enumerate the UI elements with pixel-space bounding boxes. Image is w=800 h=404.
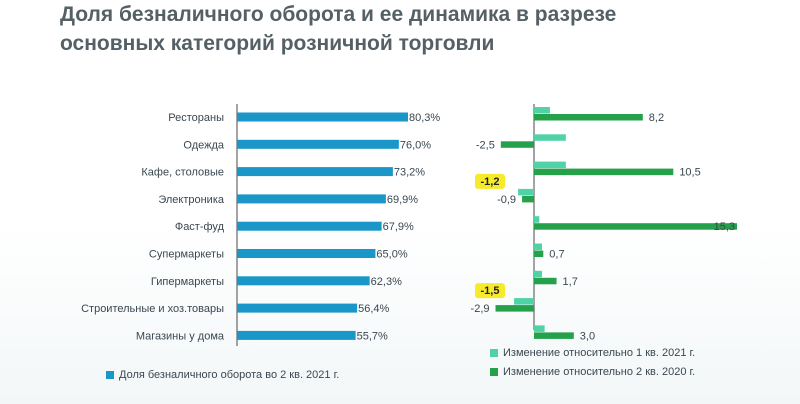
title-line-2: основных категорий розничной торговли	[60, 32, 495, 55]
change-q1-2021-bar-фаст-фуд	[534, 216, 540, 223]
change-q1-2021-highlight-электроника	[475, 173, 505, 189]
share-value-label-одежда: 76,0%	[400, 139, 431, 151]
share-bar-супермаркеты	[237, 249, 376, 258]
change-q2-2020-bar-гипермаркеты	[534, 277, 557, 285]
change-q2-2020-bar-строительные-и-хоз-товары	[495, 305, 534, 312]
share-value-label-рестораны: 80,3%	[409, 112, 440, 124]
legend-share-swatch	[106, 371, 114, 380]
category-label-кафе-столовые: Кафе, столовые	[141, 167, 224, 179]
category-label-строительные-и-хоз-товары: Строительные и хоз.товары	[81, 303, 224, 315]
share-bar-фаст-фуд	[237, 221, 382, 231]
share-value-label-гипермаркеты: 62,3%	[371, 276, 402, 288]
share-bar-магазины-у-дома	[237, 330, 356, 340]
change-q2-2020-value-label-супермаркеты: 0,7	[549, 249, 564, 261]
change-q2-2020-value-label-магазины-у-дома: 3,0	[580, 330, 595, 342]
change-q1-2021-bar-магазины-у-дома	[534, 325, 545, 332]
change-q2-2020-value-label-одежда: -2,5	[476, 139, 495, 151]
change-q1-2021-highlight-строительные-и-хоз-товары	[475, 283, 505, 299]
chart-title: Доля безналичного оборота и ее динамика …	[60, 0, 760, 58]
share-bar-одежда	[237, 139, 399, 149]
change-q2-2020-bar-магазины-у-дома	[534, 332, 574, 339]
change-q1-2021-bar-супермаркеты	[534, 243, 542, 250]
share-bar-кафе-столовые	[237, 167, 393, 177]
category-label-магазины-у-дома: Магазины у дома	[136, 330, 225, 342]
change-q1-2021-bar-одежда	[534, 134, 566, 141]
change-q1-2021-bar-кафе-столовые	[534, 161, 566, 169]
change-q1-2021-bar-строительные-и-хоз-товары	[514, 298, 534, 305]
change-q2-2020-bar-рестораны	[534, 114, 643, 121]
change-q2-2020-value-label-гипермаркеты: 1,7	[563, 276, 578, 288]
change-q2-2020-bar-электроника	[522, 195, 534, 203]
change-q2-2020-value-label-фаст-фуд: 15,3	[714, 221, 735, 233]
share-value-label-магазины-у-дома: 55,7%	[357, 330, 388, 342]
share-value-label-электроника: 69,9%	[387, 194, 418, 206]
change-q2-2020-bar-фаст-фуд	[534, 223, 737, 230]
change-q2-2020-bar-кафе-столовые	[534, 168, 674, 176]
title-line-1: Доля безналичного оборота и ее динамика …	[60, 3, 617, 26]
category-label-одежда: Одежда	[183, 139, 225, 151]
change-q2-2020-bar-одежда	[500, 141, 534, 148]
change-q2-2020-value-label-строительные-и-хоз-товары: -2,9	[471, 303, 490, 315]
change-q2-2020-value-label-рестораны: 8,2	[649, 112, 664, 124]
change-q1-2021-value-label-строительные-и-хоз-товары: -1,5	[481, 285, 500, 297]
legend-change-q2-2020-label: Изменение относительно 2 кв. 2020 г.	[503, 366, 696, 378]
category-label-гипермаркеты: Гипермаркеты	[151, 276, 224, 288]
share-bar-гипермаркеты	[237, 276, 370, 286]
change-q1-2021-bar-гипермаркеты	[534, 270, 542, 278]
share-bar-электроника	[237, 194, 386, 204]
change-q1-2021-value-label-электроника: -1,2	[481, 176, 500, 188]
change-q1-2021-bar-рестораны	[534, 107, 550, 114]
legend-change-q1-2021-swatch	[490, 349, 498, 358]
share-bar-строительные-и-хоз-товары	[237, 303, 358, 313]
category-label-электроника: Электроника	[158, 194, 225, 206]
share-bar-рестораны	[237, 112, 408, 122]
share-value-label-строительные-и-хоз-товары: 56,4%	[358, 303, 389, 315]
change-q2-2020-value-label-кафе-столовые: 10,5	[679, 167, 700, 179]
category-label-супермаркеты: Супермаркеты	[149, 249, 224, 261]
legend-change-q1-2021-label: Изменение относительно 1 кв. 2021 г.	[503, 347, 696, 359]
change-q2-2020-value-label-электроника: -0,9	[497, 194, 516, 206]
share-value-label-фаст-фуд: 67,9%	[383, 221, 414, 233]
share-value-label-супермаркеты: 65,0%	[376, 249, 407, 261]
legend-change-q1-2021: Изменение относительно 1 кв. 2021 г.	[490, 347, 695, 359]
category-label-фаст-фуд: Фаст-фуд	[175, 221, 225, 233]
legend-share: Доля безналичного оборота во 2 кв. 2021 …	[106, 369, 339, 381]
change-q1-2021-bar-электроника	[518, 188, 534, 196]
change-q2-2020-bar-супермаркеты	[534, 250, 544, 257]
legend-change-q2-2020: Изменение относительно 2 кв. 2020 г.	[490, 366, 695, 378]
share-value-label-кафе-столовые: 73,2%	[394, 167, 425, 179]
legend-change-q2-2020-swatch	[490, 368, 498, 377]
legend-share-label: Доля безналичного оборота во 2 кв. 2021 …	[119, 369, 340, 381]
category-label-рестораны: Рестораны	[168, 112, 224, 124]
